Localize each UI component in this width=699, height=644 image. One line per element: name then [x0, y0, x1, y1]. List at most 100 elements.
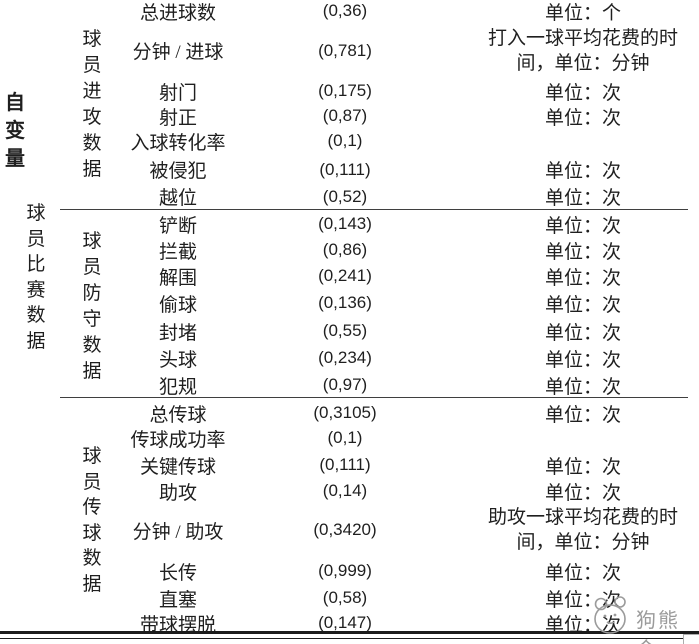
unit-label: 单位：次 [544, 349, 621, 371]
unit-label: 单位：次 [544, 294, 621, 316]
variable-name: 封堵 [158, 322, 197, 344]
unit-label: 单位：次 [544, 188, 621, 209]
value-range: (0,111) [319, 455, 371, 474]
variable-name: 总进球数 [139, 2, 216, 24]
value-range: (0,86) [322, 240, 368, 259]
value-range: (0,97) [322, 375, 368, 394]
unit-label: 单位：次 [544, 589, 621, 611]
unit-label: 单位：次 [544, 267, 621, 289]
variable-name: 总传球 [149, 404, 207, 426]
group-separator-line [60, 397, 688, 399]
table-row: 被侵犯 (0,111) 单位：次 [0, 156, 699, 183]
value-range: (0,14) [322, 481, 368, 500]
table-row: 犯规 (0,97) 单位：次 [0, 372, 699, 398]
table-row: 解围 (0,241) 单位：次 [0, 263, 699, 289]
table-row: 封堵 (0,55) 单位：次 [0, 318, 699, 344]
group-header-defense-data: 球员防守数据 [82, 231, 102, 382]
group-separator-line [60, 209, 688, 211]
unit-label [483, 425, 683, 451]
unit-label [483, 128, 683, 154]
unit-line: 间，单位：分钟 [516, 52, 650, 74]
unit-label: 单位：次 [544, 215, 621, 237]
value-range: (0,241) [318, 266, 372, 285]
variable-name: 射正 [158, 107, 197, 129]
unit-label: 单位：次 [544, 241, 621, 263]
variable-name: 带球摆脱 [139, 614, 216, 636]
variable-name: 直塞 [158, 589, 197, 611]
value-range: (0,52) [322, 186, 368, 206]
variable-name: 关键传球 [139, 456, 216, 478]
table-row: 分钟 / 进球 (0,781) 打入一球平均花费的时 间，单位：分钟 [0, 24, 699, 77]
group-header-passing-data: 球员传球数据 [82, 446, 102, 595]
variable-name: 偷球 [158, 294, 197, 316]
value-range: (0,36) [322, 1, 368, 20]
table-row: 偷球 (0,136) 单位：次 [0, 290, 699, 316]
unit-label: 单位：次 [544, 107, 621, 129]
table-row: 越位 (0,52) 单位：次 [0, 183, 699, 210]
value-range: (0,3420) [313, 520, 377, 539]
watermark-text: 狗熊会 [636, 610, 680, 644]
variable-name: 被侵犯 [149, 161, 207, 182]
variable-name: 分钟 / 助攻 [132, 521, 224, 543]
unit-label: 单位：次 [544, 161, 621, 182]
unit-label: 单位：次 [544, 404, 621, 426]
unit-line: 打入一球平均花费的时 [487, 27, 678, 49]
value-range: (0,111) [319, 159, 371, 179]
variable-name: 拦截 [158, 241, 197, 263]
table-row: 入球转化率 (0,1) [0, 128, 699, 154]
table-row: 拦截 (0,86) 单位：次 [0, 237, 699, 263]
value-range: (0,1) [327, 428, 363, 447]
value-range: (0,147) [318, 613, 372, 632]
table-row: 铲断 (0,143) 单位：次 [0, 211, 699, 237]
variable-name: 铲断 [158, 215, 197, 237]
table-row: 长传 (0,999) 单位：次 [0, 558, 699, 584]
variable-name: 传球成功率 [130, 429, 226, 451]
value-range: (0,55) [322, 321, 368, 340]
value-range: (0,3105) [313, 403, 377, 422]
unit-label: 单位：个 [544, 2, 621, 24]
variable-name: 越位 [158, 188, 197, 209]
unit-line: 助攻一球平均花费的时 [487, 507, 678, 528]
unit-label: 单位：次 [544, 562, 621, 584]
table-row: 助攻 (0,14) 单位：次 [0, 478, 699, 504]
variable-name: 射门 [158, 82, 197, 104]
variable-name: 犯规 [158, 376, 197, 398]
table-row: 分钟 / 助攻 (0,3420) 助攻一球平均花费的时 间，单位：分钟 [0, 503, 699, 557]
table-row: 头球 (0,234) 单位：次 [0, 345, 699, 371]
value-range: (0,87) [322, 106, 368, 125]
unit-label: 单位：次 [544, 482, 621, 504]
unit-label: 单位：次 [544, 376, 621, 398]
value-range: (0,143) [318, 214, 372, 233]
table-bottom-rule-thin [0, 638, 699, 640]
group-header-attack-data: 球员进攻数据 [82, 29, 102, 180]
value-range: (0,234) [318, 348, 372, 367]
table-row: 带球摆脱 (0,147) 单位：次 [0, 610, 699, 636]
bear-logo-icon [589, 595, 635, 642]
unit-label: 单位：次 [544, 322, 621, 344]
unit-label: 助攻一球平均花费的时 间，单位：分钟 [483, 503, 683, 557]
row-header-independent-variable: 自变量 [5, 92, 25, 170]
value-range: (0,175) [318, 81, 372, 100]
row-header-player-match-data: 球员比赛数据 [26, 203, 46, 352]
value-range: (0,999) [318, 561, 372, 580]
value-range: (0,781) [318, 40, 372, 60]
unit-label: 单位：次 [544, 82, 621, 104]
table-row: 总进球数 (0,36) 单位：个 [0, 0, 699, 24]
table-row: 射门 (0,175) 单位：次 [0, 78, 699, 104]
variable-name: 入球转化率 [130, 132, 226, 154]
variable-name: 解围 [158, 267, 197, 289]
table-row: 直塞 (0,58) 单位：次 [0, 585, 699, 611]
value-range: (0,1) [327, 131, 363, 150]
value-range: (0,136) [318, 293, 372, 312]
value-range: (0,58) [322, 588, 368, 607]
variable-name: 头球 [158, 349, 197, 371]
variable-name: 分钟 / 进球 [132, 42, 224, 63]
unit-label: 打入一球平均花费的时 间，单位：分钟 [483, 24, 683, 77]
variable-name: 长传 [158, 562, 197, 584]
unit-line: 间，单位：分钟 [516, 532, 650, 553]
variable-name: 助攻 [158, 482, 197, 504]
table-row: 传球成功率 (0,1) [0, 425, 699, 451]
watermark-frame-corner [683, 634, 699, 644]
table-row: 总传球 (0,3105) 单位：次 [0, 400, 699, 426]
